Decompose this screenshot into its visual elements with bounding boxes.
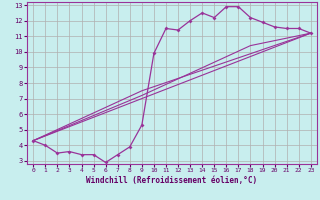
- X-axis label: Windchill (Refroidissement éolien,°C): Windchill (Refroidissement éolien,°C): [86, 176, 258, 185]
